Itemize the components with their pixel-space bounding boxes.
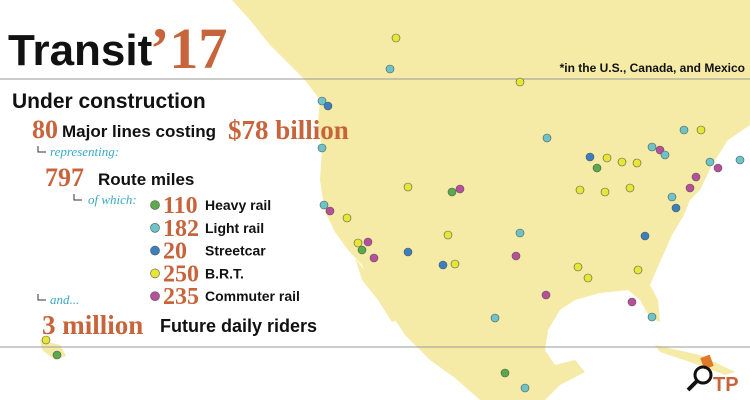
miles-text: Route miles — [98, 170, 194, 189]
dot — [667, 192, 677, 202]
dot — [342, 213, 352, 223]
dot — [647, 312, 657, 322]
dot — [455, 184, 465, 194]
dot — [602, 153, 612, 163]
dot — [447, 187, 457, 197]
breakdown-value: 250 — [163, 261, 199, 287]
breakdown-value: 235 — [163, 284, 199, 310]
dot — [385, 64, 395, 74]
breakdown: 110 Heavy rail 182 Light rail 20 Streetcar 250… — [150, 193, 300, 310]
dot — [633, 265, 643, 275]
dot — [353, 238, 363, 248]
dot — [500, 368, 510, 378]
dot — [600, 187, 610, 197]
logo-handle — [686, 379, 699, 392]
dot — [52, 350, 62, 360]
dot — [705, 157, 715, 167]
map-dots — [41, 33, 745, 393]
dot — [627, 297, 637, 307]
logo-text: TP — [713, 374, 739, 396]
land — [232, 0, 750, 400]
dot — [647, 142, 657, 152]
breakdown-label: B.R.T. — [205, 265, 244, 281]
dot — [617, 157, 627, 167]
dot — [575, 185, 585, 195]
dot — [363, 237, 373, 247]
dot — [41, 335, 51, 345]
dot — [592, 163, 602, 173]
lines-count: 80 — [32, 115, 58, 144]
dot — [325, 206, 335, 216]
riders-count: 3 million — [42, 310, 143, 340]
dot — [573, 262, 583, 272]
dot — [625, 183, 635, 193]
dot — [679, 125, 689, 135]
dot — [542, 133, 552, 143]
legend-dot — [150, 200, 160, 210]
connector: and... — [50, 292, 79, 307]
dot — [357, 245, 367, 255]
cost: $78 billion — [228, 115, 349, 145]
dot — [713, 163, 723, 173]
arrow — [73, 194, 82, 201]
dot — [403, 247, 413, 257]
legend-dot — [150, 223, 160, 233]
dot — [450, 259, 460, 269]
dot — [391, 33, 401, 43]
note: *in the U.S., Canada, and Mexico — [560, 61, 745, 75]
dot — [685, 183, 695, 193]
dot — [583, 273, 593, 283]
dot — [671, 203, 681, 213]
dot — [632, 158, 642, 168]
legend-dot — [150, 245, 160, 256]
dot — [735, 155, 745, 165]
dot — [640, 231, 650, 241]
breakdown-label: Streetcar — [205, 243, 266, 259]
dot — [438, 260, 448, 270]
logo: TP — [686, 354, 739, 396]
dot — [323, 101, 333, 111]
arrow — [37, 294, 46, 301]
miles-count: 797 — [45, 163, 84, 192]
cuba — [655, 345, 735, 375]
dot — [515, 228, 525, 238]
dot — [660, 150, 670, 160]
dot — [585, 152, 595, 162]
legend-dot — [150, 291, 160, 302]
legend-dot — [150, 268, 160, 279]
dot — [511, 251, 521, 261]
arrow — [37, 146, 46, 153]
baja — [355, 258, 398, 322]
breakdown-value: 182 — [163, 216, 199, 242]
dot — [317, 96, 327, 106]
breakdown-value: 20 — [163, 239, 187, 265]
dot — [369, 253, 379, 263]
dot — [696, 125, 706, 135]
dot — [691, 172, 701, 182]
lines-text: Major lines costing — [62, 122, 216, 141]
dot — [443, 230, 453, 240]
title-year: ’17 — [150, 16, 227, 81]
breakdown-label: Commuter rail — [205, 288, 300, 304]
breakdown-label: Heavy rail — [205, 197, 271, 213]
connector: of which: — [88, 192, 137, 207]
dot — [541, 290, 551, 300]
dot — [403, 182, 413, 192]
dot — [515, 77, 525, 87]
logo-lens — [693, 365, 713, 385]
dot — [319, 200, 329, 210]
dot — [520, 383, 530, 393]
heading: Under construction — [12, 90, 206, 113]
title: Transit — [8, 26, 153, 75]
dot — [490, 313, 500, 323]
breakdown-label: Light rail — [205, 220, 264, 236]
riders-text: Future daily riders — [160, 316, 317, 336]
breakdown-value: 110 — [163, 193, 198, 219]
dot — [317, 143, 327, 153]
connector: representing: — [50, 144, 119, 159]
